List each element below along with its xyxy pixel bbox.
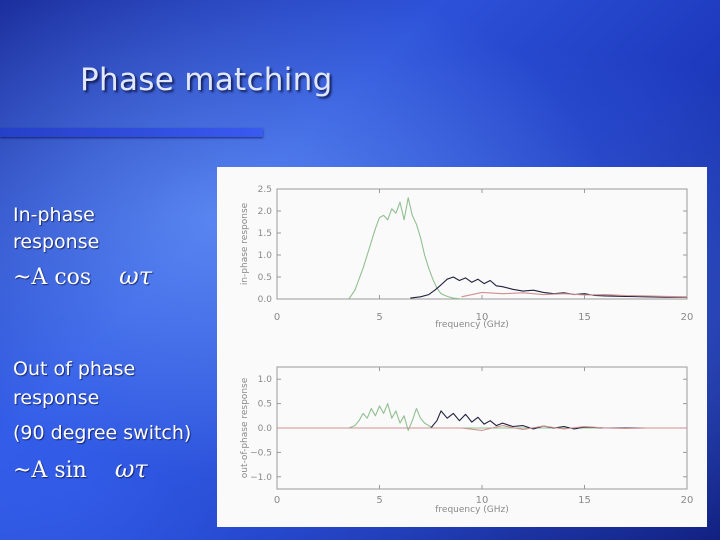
chart2-ytick-label: 0.5 (258, 400, 272, 410)
outphase-formula-symbol: ωτ (114, 455, 148, 483)
inphase-label-line1: In-phase (13, 204, 95, 226)
outphase-formula: ~A sin ωτ (13, 455, 148, 483)
outphase-label-line1: Out of phase (13, 358, 136, 380)
plots-svg: 0 5 10 15 20 0.0 0.5 1.0 1.5 2.0 2.5 frequency (GHz… (240, 185, 694, 515)
chart2-xtick-label: 5 (376, 495, 382, 506)
chart1-xlabel: frequency (GHz) (435, 320, 509, 330)
chart1-ylabel: in-phase response (240, 202, 250, 285)
chart2-xtick-label: 15 (578, 495, 591, 506)
plot-panel: 0 5 10 15 20 0.0 0.5 1.0 1.5 2.0 2.5 frequency (GHz… (217, 167, 707, 527)
chart2-ylabel: out-of-phase response (240, 377, 250, 478)
chart2-series-line-3 (277, 425, 687, 431)
inphase-formula-text: ~A cos (13, 265, 92, 290)
chart1-xtick-label: 5 (376, 312, 382, 323)
chart1-ytick-label: 2.5 (258, 185, 272, 195)
chart2-ytick-label: −0.5 (250, 448, 272, 458)
inphase-label-line2: response (13, 231, 100, 253)
outphase-label-line3: (90 degree switch) (13, 422, 192, 444)
chart1-xtick-label: 15 (578, 312, 591, 323)
chart1-xtick-label: 0 (274, 312, 280, 323)
chart2-series-line-1 (277, 403, 687, 431)
chart2-ytick-label: −1.0 (250, 473, 272, 483)
chart1-ytick-label: 0.5 (258, 273, 272, 283)
title-underline (0, 128, 263, 137)
outphase-formula-text: ~A sin (13, 458, 87, 483)
chart2-xtick-label: 20 (681, 495, 694, 506)
chart1-ytick-label: 1.5 (258, 229, 272, 239)
outphase-label-line2: response (13, 387, 100, 409)
chart2-xtick-label: 0 (274, 495, 280, 506)
chart2-series-line-2 (277, 410, 687, 430)
chart1-ytick-label: 2.0 (258, 207, 273, 217)
slide-title: Phase matching (80, 62, 333, 98)
chart2-xtick-label: 10 (476, 495, 489, 506)
chart1-xtick-label: 10 (476, 312, 489, 323)
chart1-ytick-label: 0.0 (258, 295, 273, 305)
chart2-ytick-label: 0.0 (258, 424, 273, 434)
chart2-xlabel: frequency (GHz) (435, 505, 509, 515)
chart1-series-line-3 (461, 291, 688, 298)
chart1-series-line-2 (410, 276, 687, 299)
chart2-ytick-label: 1.0 (258, 375, 273, 385)
chart1-xtick-label: 20 (681, 312, 694, 323)
chart1-ytick-label: 1.0 (258, 251, 273, 261)
chart1-series-line-1 (348, 197, 462, 300)
inphase-formula: ~A cos ωτ (13, 262, 152, 290)
inphase-formula-symbol: ωτ (119, 262, 153, 290)
